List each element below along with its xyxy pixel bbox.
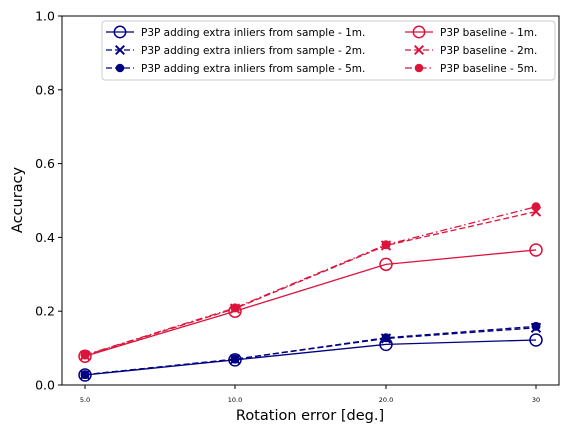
series-marker <box>230 354 240 364</box>
y-tick-label: 0.8 <box>35 82 55 97</box>
series-marker <box>80 350 90 360</box>
series-line <box>84 249 537 357</box>
series-marker <box>80 370 90 380</box>
legend-marker <box>115 45 125 55</box>
series-marker <box>230 303 240 313</box>
legend-label: P3P baseline - 5m. <box>440 63 537 75</box>
legend-marker <box>414 45 424 55</box>
series-marker <box>531 202 541 212</box>
legend-box <box>101 20 556 81</box>
series-marker <box>381 240 391 250</box>
series-marker <box>379 257 393 272</box>
x-axis-label: Rotation error [deg.] <box>236 408 384 424</box>
series-line <box>84 339 537 376</box>
legend-marker <box>414 63 424 73</box>
axes-frame <box>61 15 560 386</box>
legend-label: P3P baseline - 1m. <box>440 27 537 39</box>
y-tick-label: 1.0 <box>35 9 55 24</box>
legend-label: P3P adding extra inliers from sample - 5… <box>141 63 365 75</box>
x-tick-label: 20.0 <box>379 396 393 404</box>
y-tick-label: 0.2 <box>35 304 55 319</box>
axes: 0.0 0.2 0.4 0.6 0.8 1.0 5.0 10.0 20.0 30 <box>35 9 540 405</box>
series-line <box>84 206 537 356</box>
legend-marker <box>115 63 125 73</box>
legend-label: P3P adding extra inliers from sample - 1… <box>141 27 365 39</box>
legend: P3P adding extra inliers from sample - 1… <box>101 20 556 81</box>
legend-label: P3P adding extra inliers from sample - 2… <box>141 45 365 57</box>
series-marker <box>529 243 543 257</box>
series-marker <box>529 333 543 347</box>
legend-marker <box>113 25 127 39</box>
x-tick-label: 30 <box>532 396 540 404</box>
y-tick-label: 0.4 <box>35 230 55 245</box>
y-tick-label: 0.6 <box>35 156 55 171</box>
series-marker <box>531 321 541 331</box>
y-axis-label: Accuracy <box>10 166 26 233</box>
series-line <box>84 210 537 357</box>
series-marker <box>381 333 391 343</box>
y-tick-label: 0.0 <box>35 378 55 393</box>
series-marker <box>78 368 92 382</box>
plot-area <box>78 202 543 382</box>
x-tick-label: 10.0 <box>228 396 242 404</box>
series-line <box>84 325 537 376</box>
x-tick-label: 5.0 <box>80 396 90 404</box>
legend-marker <box>412 25 426 39</box>
series-marker <box>78 349 92 363</box>
legend-label: P3P baseline - 2m. <box>440 45 537 57</box>
